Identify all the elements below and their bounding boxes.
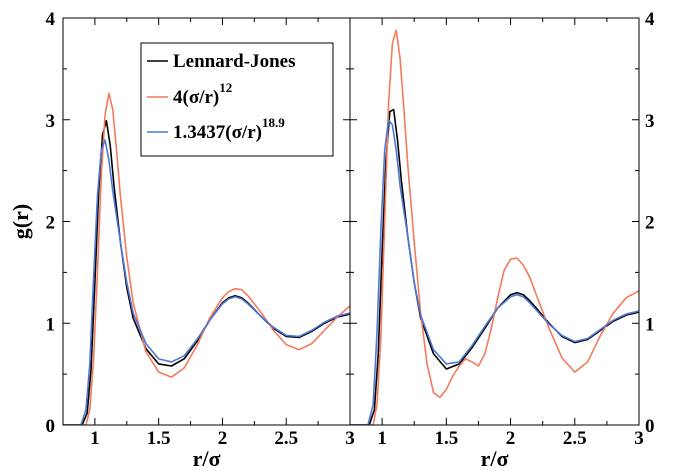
- y-tick-label: 0: [645, 416, 655, 437]
- y-tick-label: 1: [645, 314, 655, 335]
- x-tick-label: 2: [506, 428, 516, 449]
- x-tick-label: 1.5: [434, 428, 458, 449]
- legend-exponent: 12: [219, 80, 232, 95]
- x-axis-label: r/σ: [193, 446, 221, 471]
- x-tick-label: 1: [90, 428, 100, 449]
- x-tick-label: 2.5: [563, 428, 587, 449]
- series-line-4-r-12: [350, 29, 639, 425]
- x-tick-label: 1.5: [147, 428, 171, 449]
- x-axis-label: r/σ: [481, 446, 509, 471]
- legend: Lennard-Jones 4(σ/r)12 1.3437(σ/r)18.9: [140, 42, 334, 157]
- x-tick-label: 3: [634, 428, 644, 449]
- x-tick-label: 3: [345, 428, 355, 449]
- x-tick-label: 1: [377, 428, 387, 449]
- y-tick-label: 3: [46, 111, 56, 132]
- legend-label-4-r-12: 4(σ/r)12: [173, 80, 232, 108]
- y-tick-label: 2: [46, 213, 56, 234]
- x-tick-label: 2.5: [274, 428, 298, 449]
- legend-label-lennard-jones: Lennard-Jones: [173, 51, 295, 72]
- legend-exponent: 18.9: [262, 115, 285, 130]
- y-axis-label: g(r): [8, 204, 33, 239]
- plot-frame: [349, 17, 640, 426]
- series-line-4-r-12: [63, 92, 350, 425]
- x-tick-label: 2: [218, 428, 228, 449]
- y-tick-label: 1: [46, 314, 56, 335]
- legend-label-1-3437-r-18-9: 1.3437(σ/r)18.9: [173, 115, 285, 143]
- y-tick-label: 4: [46, 9, 56, 30]
- series-line-lennard-jones: [350, 108, 639, 425]
- series-line-lennard-jones: [63, 119, 350, 425]
- series-line-1-3437-r-18-9: [63, 139, 350, 425]
- y-tick-label: 2: [645, 213, 655, 234]
- y-tick-label: 3: [645, 111, 655, 132]
- series-line-1-3437-r-18-9: [350, 118, 639, 425]
- series-group: [350, 29, 639, 425]
- y-tick-label: 4: [645, 9, 655, 30]
- series-group: [63, 92, 350, 425]
- legend-box: [140, 42, 334, 157]
- y-tick-label: 0: [46, 416, 56, 437]
